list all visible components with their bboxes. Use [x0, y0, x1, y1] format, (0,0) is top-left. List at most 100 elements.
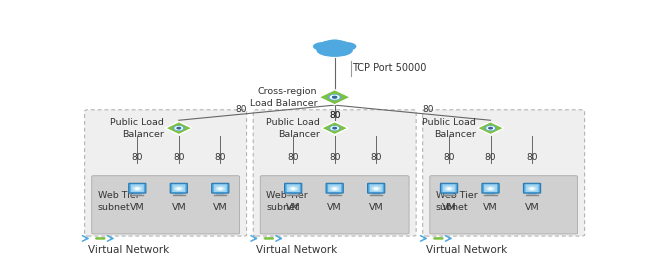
FancyBboxPatch shape — [170, 183, 187, 193]
FancyBboxPatch shape — [484, 184, 497, 192]
Text: VM: VM — [172, 203, 186, 212]
Polygon shape — [444, 193, 454, 195]
Polygon shape — [174, 193, 184, 195]
Text: 80: 80 — [236, 105, 247, 114]
Circle shape — [175, 187, 183, 190]
Text: 80: 80 — [485, 153, 496, 162]
FancyBboxPatch shape — [261, 176, 409, 234]
Text: VM: VM — [286, 203, 300, 212]
Ellipse shape — [330, 40, 349, 48]
Circle shape — [530, 188, 534, 189]
Circle shape — [330, 187, 339, 190]
Circle shape — [216, 187, 225, 190]
Circle shape — [177, 127, 181, 129]
Text: VM: VM — [525, 203, 539, 212]
Text: Web Tier
subnet: Web Tier subnet — [436, 191, 477, 212]
FancyBboxPatch shape — [85, 110, 247, 236]
Polygon shape — [527, 193, 537, 195]
Text: VM: VM — [213, 203, 228, 212]
Ellipse shape — [317, 44, 353, 57]
Text: Virtual Network: Virtual Network — [88, 245, 169, 255]
Circle shape — [330, 126, 340, 130]
Circle shape — [332, 96, 337, 98]
FancyBboxPatch shape — [443, 184, 456, 192]
Polygon shape — [215, 193, 225, 195]
Circle shape — [331, 127, 338, 130]
Circle shape — [485, 126, 496, 130]
Text: 80: 80 — [370, 153, 382, 162]
Text: Web Tier
subnet: Web Tier subnet — [98, 191, 140, 212]
FancyBboxPatch shape — [440, 183, 458, 193]
FancyBboxPatch shape — [526, 184, 539, 192]
FancyBboxPatch shape — [131, 184, 144, 192]
Text: VM: VM — [369, 203, 383, 212]
FancyBboxPatch shape — [287, 184, 300, 192]
Text: Public Load
Balancer: Public Load Balancer — [110, 118, 164, 138]
Circle shape — [445, 187, 453, 190]
Circle shape — [99, 238, 102, 239]
FancyBboxPatch shape — [370, 184, 383, 192]
Polygon shape — [288, 193, 298, 195]
Polygon shape — [330, 193, 340, 195]
Polygon shape — [133, 193, 142, 195]
FancyBboxPatch shape — [172, 184, 185, 192]
Circle shape — [136, 188, 139, 189]
Ellipse shape — [321, 40, 339, 48]
Circle shape — [264, 238, 267, 239]
FancyBboxPatch shape — [129, 183, 146, 193]
Circle shape — [375, 188, 377, 189]
Polygon shape — [371, 193, 381, 195]
Text: Public Load
Balancer: Public Load Balancer — [422, 118, 475, 138]
Circle shape — [372, 187, 380, 190]
Circle shape — [270, 238, 274, 239]
Polygon shape — [321, 122, 348, 135]
Text: 80: 80 — [329, 111, 340, 120]
Text: Web Tier
subnet: Web Tier subnet — [266, 191, 308, 212]
FancyBboxPatch shape — [214, 184, 227, 192]
Text: 80: 80 — [287, 153, 299, 162]
FancyBboxPatch shape — [328, 184, 342, 192]
Circle shape — [488, 127, 492, 129]
Circle shape — [440, 238, 443, 239]
Text: 80: 80 — [215, 153, 226, 162]
FancyBboxPatch shape — [285, 183, 302, 193]
Circle shape — [174, 126, 184, 130]
Circle shape — [96, 238, 99, 239]
Text: VM: VM — [483, 203, 498, 212]
FancyBboxPatch shape — [422, 110, 584, 236]
Text: 80: 80 — [329, 111, 340, 120]
Ellipse shape — [335, 42, 357, 51]
Text: TCP Port 50000: TCP Port 50000 — [352, 63, 426, 73]
Text: 80: 80 — [443, 153, 454, 162]
Circle shape — [133, 187, 141, 190]
Circle shape — [333, 127, 336, 129]
Circle shape — [292, 188, 295, 189]
Circle shape — [528, 187, 536, 190]
Text: 80: 80 — [526, 153, 538, 162]
Polygon shape — [477, 122, 504, 135]
Text: Virtual Network: Virtual Network — [256, 245, 338, 255]
FancyBboxPatch shape — [524, 183, 541, 193]
Text: VM: VM — [130, 203, 144, 212]
Circle shape — [486, 187, 494, 190]
Polygon shape — [165, 122, 193, 135]
Ellipse shape — [313, 42, 334, 51]
Text: 80: 80 — [329, 153, 340, 162]
Circle shape — [328, 95, 341, 100]
Text: 80: 80 — [173, 153, 185, 162]
FancyBboxPatch shape — [482, 183, 499, 193]
Circle shape — [289, 187, 297, 190]
Text: Virtual Network: Virtual Network — [426, 245, 507, 255]
Text: Public Load
Balancer: Public Load Balancer — [266, 118, 320, 138]
Circle shape — [489, 188, 492, 189]
Circle shape — [447, 188, 451, 189]
FancyBboxPatch shape — [430, 176, 578, 234]
Circle shape — [102, 238, 105, 239]
Circle shape — [175, 127, 182, 130]
Circle shape — [330, 96, 339, 99]
Text: VM: VM — [327, 203, 342, 212]
Text: 80: 80 — [131, 153, 143, 162]
Circle shape — [434, 238, 437, 239]
Circle shape — [267, 238, 270, 239]
FancyBboxPatch shape — [326, 183, 343, 193]
